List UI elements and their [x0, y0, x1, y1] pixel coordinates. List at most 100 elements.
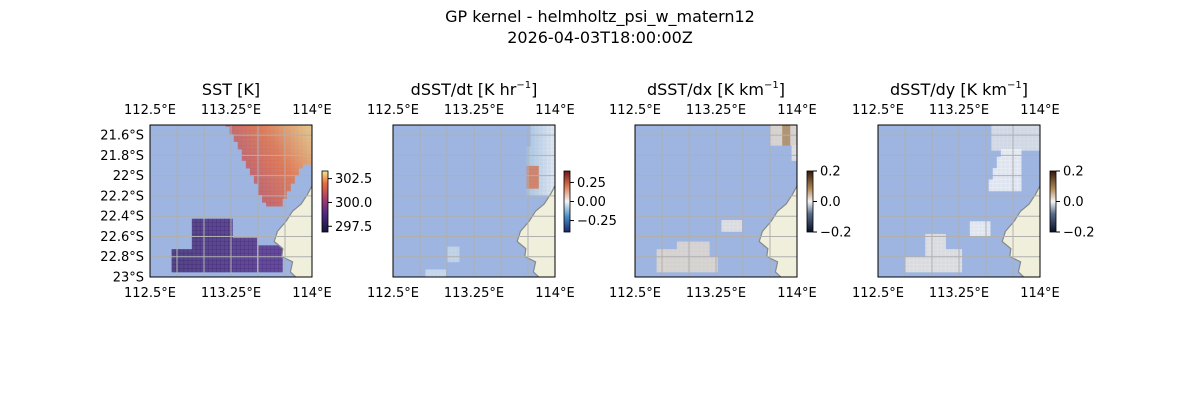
data-cell [917, 260, 922, 265]
data-cell [278, 168, 283, 173]
data-cell [709, 268, 714, 273]
data-cell [262, 252, 267, 258]
data-cell [245, 126, 251, 131]
data-cell [534, 176, 540, 182]
data-cell [212, 226, 217, 231]
data-cell [266, 194, 271, 199]
colorbar-tick-label: 0.25 [577, 176, 606, 191]
data-cell [270, 183, 275, 188]
data-cell [689, 268, 694, 273]
data-cell [941, 245, 946, 250]
data-cell [302, 156, 307, 161]
data-cell [1007, 131, 1013, 136]
data-cell [204, 252, 209, 258]
data-cell [310, 156, 312, 161]
data-cell [183, 268, 189, 273]
data-cell [705, 245, 710, 250]
data-cell [195, 241, 201, 246]
data-cell [538, 180, 544, 185]
panel-4: dSST/dy [K km−1] 112.5°E 112.5°E 113.25°E 11… [852, 80, 1095, 301]
data-cell [973, 232, 979, 237]
data-cell [258, 260, 263, 265]
data-cell [183, 264, 189, 269]
data-cell [266, 133, 271, 139]
data-cell [534, 142, 540, 147]
data-cell [530, 184, 536, 189]
data-cell [925, 260, 930, 265]
data-cell [949, 268, 954, 273]
data-cell [278, 149, 283, 154]
data-cell [274, 260, 279, 265]
data-cell [220, 264, 225, 269]
data-cell [199, 226, 205, 231]
data-cell [302, 160, 307, 165]
y-tick-label: 22.6°S [100, 230, 144, 245]
data-cell [680, 268, 686, 273]
data-cell [933, 268, 938, 273]
data-cell [224, 260, 229, 265]
data-cell [1019, 142, 1025, 147]
data-cell [933, 252, 938, 258]
data-cell [191, 252, 197, 258]
data-cell [721, 223, 726, 228]
data-cell [693, 256, 698, 261]
data-cell [266, 252, 271, 258]
data-cell [1007, 138, 1013, 144]
data-cell [705, 264, 710, 269]
data-cell [310, 137, 312, 142]
data-cell [278, 256, 283, 261]
data-cell [530, 131, 536, 136]
panel-title-main: dSST/dx [K km [647, 80, 764, 99]
data-cell [262, 179, 267, 184]
data-cell [199, 264, 205, 269]
data-cell [270, 245, 275, 250]
data-cell [266, 145, 271, 150]
data-cell [310, 126, 312, 131]
data-cell [945, 268, 950, 273]
data-cell [266, 125, 271, 127]
data-cell [302, 149, 307, 154]
data-cell [216, 256, 221, 261]
data-cell [237, 145, 243, 150]
data-cell [286, 187, 291, 192]
data-cell [680, 260, 686, 265]
data-cell [249, 130, 255, 135]
data-cell [1007, 142, 1013, 147]
data-cell [925, 237, 930, 242]
data-cell [262, 171, 267, 177]
data-cell [542, 180, 548, 185]
data-cell [538, 157, 544, 163]
data-cell [995, 142, 1000, 147]
data-cell [1031, 146, 1037, 151]
data-cell [244, 245, 249, 250]
data-cell [244, 237, 249, 242]
data-cell [991, 142, 996, 147]
data-cell [550, 131, 555, 136]
data-cell [1027, 135, 1033, 140]
data-cell [191, 222, 197, 227]
data-cell [546, 138, 552, 144]
data-cell [248, 245, 253, 250]
data-cell [253, 145, 259, 150]
data-cell [1015, 135, 1021, 140]
data-cell [530, 142, 536, 147]
data-cell [224, 241, 229, 246]
panel-title-superscript: −1 [516, 80, 531, 91]
data-cell [294, 164, 299, 169]
data-cell [542, 176, 548, 182]
data-cell [270, 175, 275, 180]
x-tick-label-top: 112.5°E [367, 103, 419, 118]
data-cell [933, 237, 938, 242]
data-cell [680, 252, 686, 258]
data-cell [550, 127, 555, 132]
data-cell [999, 138, 1004, 144]
data-cell [237, 137, 243, 142]
colorbar-tick-label: −0.25 [577, 214, 617, 229]
data-cell [526, 150, 532, 155]
data-cell [672, 264, 678, 269]
data-cell [266, 256, 271, 261]
data-cell [1003, 131, 1008, 136]
x-tick-label-bottom: 112.5°E [124, 286, 176, 301]
data-cell [981, 221, 987, 226]
data-cell [1000, 179, 1006, 184]
